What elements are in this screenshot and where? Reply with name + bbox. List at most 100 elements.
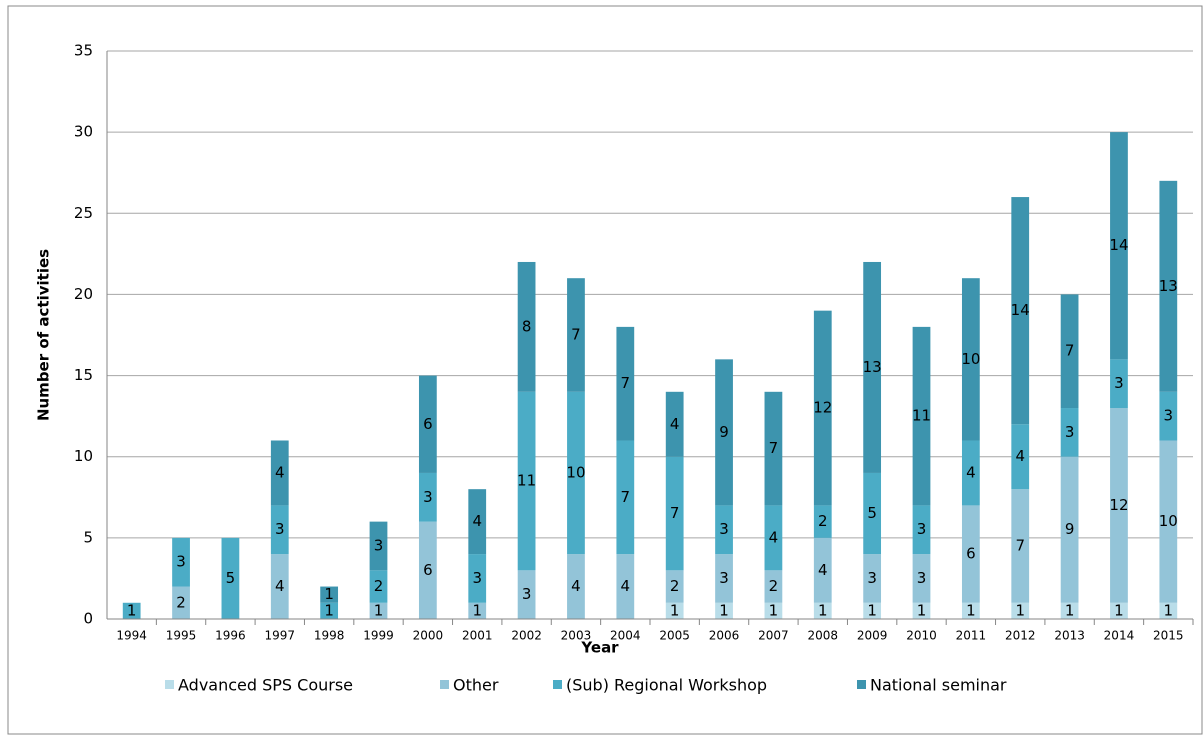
bar-segment <box>172 586 190 619</box>
x-tick-label: 2004 <box>610 629 641 643</box>
bar-segment <box>1110 132 1128 360</box>
data-label: 11 <box>912 407 931 425</box>
y-tick-label: 30 <box>74 123 93 141</box>
data-label: 3 <box>522 585 532 603</box>
data-label: 3 <box>917 520 927 538</box>
bar-segment <box>369 602 388 619</box>
data-label: 9 <box>719 423 729 441</box>
bar-segment <box>1011 602 1030 619</box>
data-label: 4 <box>275 463 285 481</box>
bar-segment <box>567 278 585 392</box>
legend-label: National seminar <box>870 676 1007 695</box>
bar-segment <box>369 570 388 603</box>
bar-segment <box>665 391 684 457</box>
data-label: 5 <box>226 569 236 587</box>
x-tick-label: 2015 <box>1153 629 1184 643</box>
bar-segment <box>715 505 733 555</box>
x-tick-label: 2003 <box>561 629 592 643</box>
bar-segment <box>961 602 980 619</box>
bar-segment <box>270 554 289 619</box>
bar-segment <box>468 602 487 619</box>
bar-segment <box>1159 180 1178 392</box>
data-label: 1 <box>324 601 334 619</box>
x-tick-label: 2006 <box>709 629 740 643</box>
x-tick-label: 1995 <box>166 629 197 643</box>
data-label: 7 <box>621 488 631 506</box>
bar-segment <box>172 537 190 587</box>
bar-segment <box>961 505 980 603</box>
x-tick-label: 1997 <box>264 629 295 643</box>
data-label: 12 <box>813 399 832 417</box>
data-label: 6 <box>423 561 433 579</box>
data-label: 3 <box>1065 423 1075 441</box>
x-tick-label: 2007 <box>758 629 789 643</box>
data-label: 3 <box>917 569 927 587</box>
bar-segment <box>616 326 635 441</box>
bar-segment <box>517 261 536 392</box>
bar-segment <box>764 505 783 571</box>
legend-label: (Sub) Regional Workshop <box>566 676 767 695</box>
data-label: 7 <box>1065 342 1075 360</box>
bar-segment <box>468 554 487 603</box>
data-label: 1 <box>670 601 680 619</box>
bar-segment <box>1110 408 1128 603</box>
x-tick-label: 1994 <box>116 629 147 643</box>
y-tick-label: 15 <box>74 366 93 384</box>
bar-segment <box>616 554 635 619</box>
legend-label: Other <box>453 676 499 695</box>
bar-segment <box>320 586 339 603</box>
bar-segment <box>1060 294 1079 409</box>
data-label: 1 <box>1114 601 1124 619</box>
chart-border <box>7 5 1203 735</box>
x-tick-label: 2010 <box>906 629 937 643</box>
bar-segment <box>863 554 882 603</box>
bar-segment <box>1060 408 1079 457</box>
bar-segment <box>764 391 783 506</box>
bar-segment <box>418 472 437 522</box>
data-label: 2 <box>670 577 680 595</box>
bar-segment <box>369 521 388 571</box>
bar-segment <box>863 602 882 619</box>
legend-swatch <box>553 680 562 689</box>
bar-segment <box>418 375 437 473</box>
data-label: 1 <box>472 601 482 619</box>
data-label: 3 <box>867 569 877 587</box>
legend-label: Advanced SPS Course <box>178 676 353 695</box>
bar-segment <box>517 570 536 619</box>
bar-segment <box>1110 602 1128 619</box>
data-label: 14 <box>1011 301 1030 319</box>
data-label: 4 <box>1015 447 1025 465</box>
data-label: 3 <box>423 488 433 506</box>
x-tick-label: 2011 <box>956 629 987 643</box>
data-label: 7 <box>769 439 779 457</box>
data-label: 3 <box>719 569 729 587</box>
data-label: 13 <box>863 358 882 376</box>
x-tick-label: 2005 <box>659 629 690 643</box>
bar-segment <box>1060 456 1079 603</box>
data-label: 1 <box>1065 601 1075 619</box>
data-label: 10 <box>1159 512 1178 530</box>
data-label: 2 <box>176 593 186 611</box>
bar-segment <box>1011 489 1030 603</box>
bar-segment <box>517 391 536 571</box>
legend-swatch <box>857 680 866 689</box>
data-label: 8 <box>522 317 532 335</box>
bar-segment <box>1011 197 1030 425</box>
y-tick-label: 25 <box>74 204 93 222</box>
bar-segment <box>1159 602 1178 619</box>
data-label: 4 <box>670 415 680 433</box>
data-label: 1 <box>1164 601 1174 619</box>
x-tick-label: 2002 <box>511 629 542 643</box>
data-label: 3 <box>275 520 285 538</box>
data-label: 3 <box>374 536 384 554</box>
data-label: 4 <box>472 512 482 530</box>
data-label: 1 <box>1015 601 1025 619</box>
data-label: 4 <box>275 577 285 595</box>
data-label: 2 <box>818 512 828 530</box>
data-label: 4 <box>769 528 779 546</box>
data-label: 3 <box>472 569 482 587</box>
bar-segment <box>1060 602 1079 619</box>
bar-segment <box>122 602 141 619</box>
bar-segment <box>813 505 832 538</box>
bar-segment <box>715 554 733 603</box>
